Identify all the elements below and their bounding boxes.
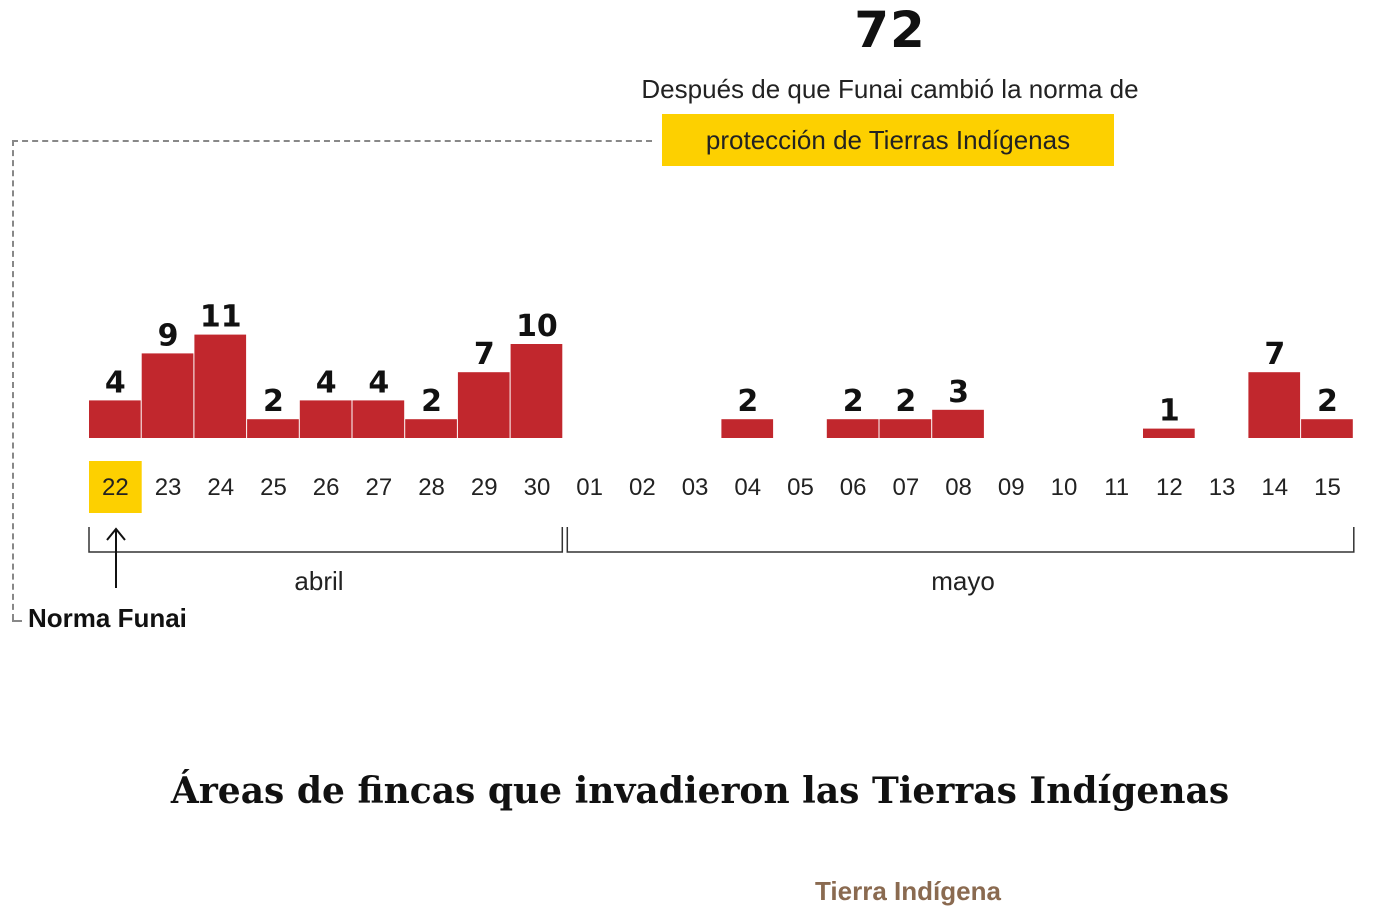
up-arrow-icon xyxy=(106,527,126,588)
value-label-29: 7 xyxy=(474,337,495,372)
value-label-14: 7 xyxy=(1264,337,1285,372)
value-label-15: 2 xyxy=(1317,384,1338,419)
highlight-day-box xyxy=(89,461,142,513)
day-label-05: 05 xyxy=(787,474,814,501)
bar-22 xyxy=(89,400,141,438)
bar-12 xyxy=(1143,428,1195,438)
day-label-08: 08 xyxy=(945,474,972,501)
day-label-04: 04 xyxy=(734,474,761,501)
value-label-07: 2 xyxy=(895,384,916,419)
day-label-03: 03 xyxy=(682,474,709,501)
value-label-23: 9 xyxy=(158,318,179,353)
value-label-04: 2 xyxy=(737,384,758,419)
month-bracket-mayo xyxy=(566,527,1355,553)
day-label-23: 23 xyxy=(155,474,182,501)
dashed-connector-foot xyxy=(12,620,22,622)
day-label-12: 12 xyxy=(1156,474,1183,501)
bar-07 xyxy=(879,419,932,438)
day-label-14: 14 xyxy=(1261,474,1288,501)
day-label-13: 13 xyxy=(1209,474,1236,501)
month-label-mayo: mayo xyxy=(931,566,995,596)
bar-27 xyxy=(352,400,405,438)
value-label-27: 4 xyxy=(368,365,389,400)
value-label-24: 11 xyxy=(200,300,242,335)
day-label-26: 26 xyxy=(313,474,340,501)
norma-funai-label: Norma Funai xyxy=(28,603,187,633)
headline-highlight: protección de Tierras Indígenas xyxy=(662,114,1114,166)
bar-15 xyxy=(1301,419,1353,438)
day-label-02: 02 xyxy=(629,474,656,501)
value-label-25: 2 xyxy=(263,384,284,419)
bar-25 xyxy=(247,419,299,438)
day-label-25: 25 xyxy=(260,474,287,501)
value-label-26: 4 xyxy=(316,365,337,400)
day-label-29: 29 xyxy=(471,474,498,501)
day-label-11: 11 xyxy=(1104,474,1129,501)
value-label-30: 10 xyxy=(516,309,558,344)
day-label-27: 27 xyxy=(365,474,392,501)
value-label-08: 3 xyxy=(948,375,969,410)
headline-description: Después de que Funai cambió la norma de xyxy=(641,74,1139,104)
day-label-07: 07 xyxy=(892,474,919,501)
dashed-connector-side xyxy=(12,140,14,620)
bar-28 xyxy=(405,419,457,438)
bar-14 xyxy=(1248,372,1301,438)
day-label-09: 09 xyxy=(998,474,1025,501)
bar-23 xyxy=(141,353,194,438)
value-label-22: 4 xyxy=(105,365,126,400)
month-label-abril: abril xyxy=(294,566,344,596)
day-label-10: 10 xyxy=(1051,474,1078,501)
day-label-01: 01 xyxy=(576,474,603,501)
legend-tierra-indigena: Tierra Indígena xyxy=(815,876,1001,906)
value-label-06: 2 xyxy=(843,384,864,419)
bar-06 xyxy=(826,419,879,438)
value-label-12: 1 xyxy=(1159,394,1180,429)
value-label-28: 2 xyxy=(421,384,442,419)
day-label-15: 15 xyxy=(1314,474,1341,501)
month-bracket-abril xyxy=(88,527,564,553)
total-count: 72 xyxy=(854,1,926,59)
day-label-24: 24 xyxy=(207,474,234,501)
bar-26 xyxy=(299,400,352,438)
day-label-30: 30 xyxy=(524,474,551,501)
bar-30 xyxy=(510,344,563,438)
bar-04 xyxy=(721,419,774,438)
bar-24 xyxy=(194,334,247,438)
section-title: Áreas de fincas que invadieron las Tierr… xyxy=(170,770,1230,812)
day-label-28: 28 xyxy=(418,474,445,501)
bar-08 xyxy=(932,409,984,438)
day-label-06: 06 xyxy=(840,474,867,501)
bar-29 xyxy=(457,372,510,438)
day-label-22: 22 xyxy=(102,474,129,501)
dashed-connector-top xyxy=(12,140,652,142)
